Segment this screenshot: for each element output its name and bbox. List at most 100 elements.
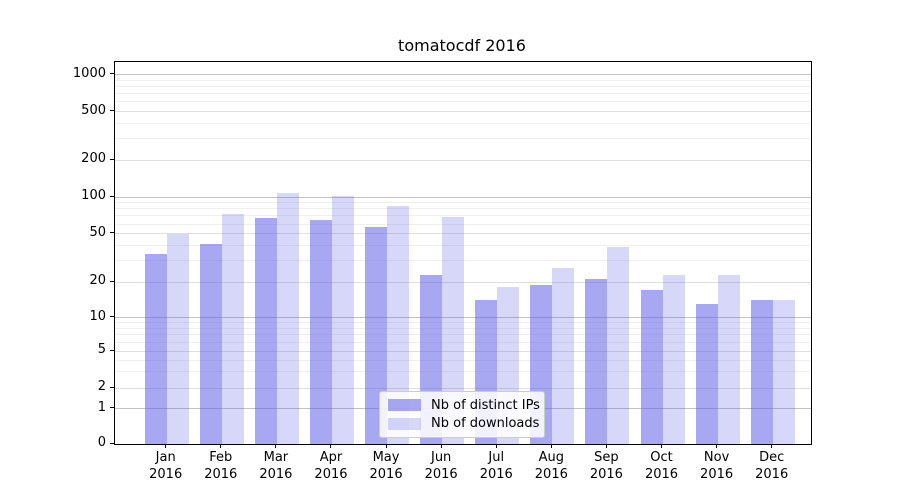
- legend: Nb of distinct IPs Nb of downloads: [379, 391, 545, 438]
- gridline-minor-unlabeled: [115, 341, 811, 343]
- gridline-minor-unlabeled: [115, 371, 811, 373]
- bar-distinct-ips-apr: [309, 219, 332, 444]
- gridline-minor-unlabeled: [115, 359, 811, 361]
- legend-label-downloads: Nb of downloads: [431, 416, 540, 432]
- x-tick-mark: [220, 444, 222, 448]
- gridline-minor-unlabeled: [115, 138, 811, 140]
- bar-distinct-ips-sep: [585, 279, 608, 444]
- gridline-minor-unlabeled: [115, 123, 811, 125]
- gridline-minor-unlabeled: [115, 202, 811, 204]
- y-tick-mark: [110, 195, 114, 197]
- bar-downloads-apr: [331, 195, 354, 444]
- y-tick-label: 0: [97, 435, 106, 450]
- gridline-minor: [115, 350, 811, 352]
- x-tick-label-jun: Jun 2016: [424, 450, 458, 482]
- bar-downloads-mar: [276, 192, 299, 444]
- bar-downloads-jun: [442, 217, 465, 444]
- gridline-minor: [115, 281, 811, 283]
- x-tick-mark: [550, 444, 552, 448]
- gridline-major: [115, 74, 811, 75]
- bar-downloads-aug: [552, 268, 575, 444]
- gridline-minor-unlabeled: [115, 79, 811, 81]
- gridline-major: [115, 317, 811, 319]
- x-tick-label-apr: Apr 2016: [314, 450, 348, 482]
- legend-swatch-distinct-ips: [388, 399, 421, 412]
- x-tick-mark: [716, 444, 718, 448]
- y-tick-label: 1: [97, 399, 106, 415]
- bar-distinct-ips-feb: [199, 244, 222, 444]
- bar-distinct-ips-jan: [144, 254, 167, 444]
- gridline-minor-unlabeled: [115, 208, 811, 210]
- gridline-minor-unlabeled: [115, 334, 811, 336]
- x-tick-mark: [440, 444, 442, 448]
- gridline-minor-unlabeled: [115, 223, 811, 225]
- gridline-major: [115, 196, 811, 198]
- y-tick-label: 1000: [72, 65, 106, 81]
- gridline-minor-unlabeled: [115, 244, 811, 246]
- legend-label-distinct-ips: Nb of distinct IPs: [431, 397, 540, 413]
- gridline-minor-unlabeled: [115, 327, 811, 329]
- y-tick-label: 100: [81, 188, 106, 203]
- bar-distinct-ips-may: [365, 226, 388, 444]
- legend-entry-downloads: Nb of downloads: [388, 416, 540, 432]
- y-tick-mark: [110, 73, 114, 74]
- chart-title: tomatocdf 2016: [398, 36, 526, 55]
- x-tick-label-dec: Dec 2016: [755, 450, 789, 482]
- bar-downloads-dec: [772, 300, 795, 444]
- x-tick-mark: [275, 444, 277, 448]
- x-tick-mark: [771, 444, 773, 448]
- bar-downloads-nov: [717, 274, 740, 444]
- y-tick-label: 10: [89, 308, 106, 324]
- x-tick-label-mar: Mar 2016: [259, 450, 293, 482]
- x-tick-mark: [165, 444, 167, 448]
- x-tick-mark: [385, 444, 387, 448]
- x-tick-mark: [495, 444, 497, 448]
- gridline-minor-unlabeled: [115, 260, 811, 262]
- x-tick-label-sep: Sep 2016: [589, 450, 623, 482]
- bar-downloads-sep: [607, 246, 630, 444]
- legend-swatch-downloads: [388, 417, 421, 430]
- plot-area: [114, 61, 812, 445]
- gridline-minor: [115, 111, 811, 113]
- gridline-minor-unlabeled: [115, 215, 811, 217]
- y-tick-mark: [110, 158, 114, 160]
- gridline-minor: [115, 159, 811, 161]
- bar-distinct-ips-dec: [750, 300, 773, 444]
- y-tick-label: 2: [97, 379, 106, 394]
- x-tick-mark: [661, 444, 662, 448]
- x-tick-label-jan: Jan 2016: [149, 450, 183, 482]
- x-tick-label-feb: Feb 2016: [204, 450, 238, 482]
- gridline-minor-unlabeled: [115, 85, 811, 87]
- y-tick-label: 50: [89, 224, 106, 240]
- x-tick-label-nov: Nov 2016: [700, 450, 734, 482]
- x-tick-label-oct: Oct 2016: [644, 450, 679, 482]
- gridline-minor: [115, 387, 811, 389]
- bar-distinct-ips-nov: [695, 304, 718, 444]
- gridline-minor-unlabeled: [115, 101, 811, 103]
- gridline-minor: [115, 233, 811, 235]
- x-tick-mark: [605, 444, 607, 448]
- x-tick-label-aug: Aug 2016: [534, 450, 568, 482]
- y-tick-label: 20: [89, 273, 106, 288]
- bar-distinct-ips-mar: [254, 218, 277, 444]
- bar-downloads-may: [387, 206, 410, 444]
- y-tick-mark: [110, 386, 114, 388]
- bar-downloads-oct: [662, 274, 685, 444]
- legend-entry-distinct-ips: Nb of distinct IPs: [388, 398, 540, 413]
- x-tick-label-jul: Jul 2016: [479, 450, 513, 482]
- bar-downloads-jan: [166, 233, 189, 444]
- y-tick-mark: [110, 407, 114, 408]
- y-tick-mark: [110, 316, 114, 318]
- y-tick-mark: [110, 110, 114, 112]
- bar-distinct-ips-oct: [640, 290, 663, 444]
- y-tick-mark: [110, 349, 114, 351]
- bar-downloads-feb: [221, 214, 244, 444]
- y-tick-label: 500: [81, 102, 106, 118]
- x-tick-label-may: May 2016: [369, 450, 403, 482]
- y-tick-mark: [110, 232, 114, 234]
- gridline-minor-unlabeled: [115, 322, 811, 324]
- y-tick-mark: [110, 280, 114, 282]
- y-tick-mark: [110, 442, 114, 444]
- y-tick-label: 5: [97, 342, 106, 357]
